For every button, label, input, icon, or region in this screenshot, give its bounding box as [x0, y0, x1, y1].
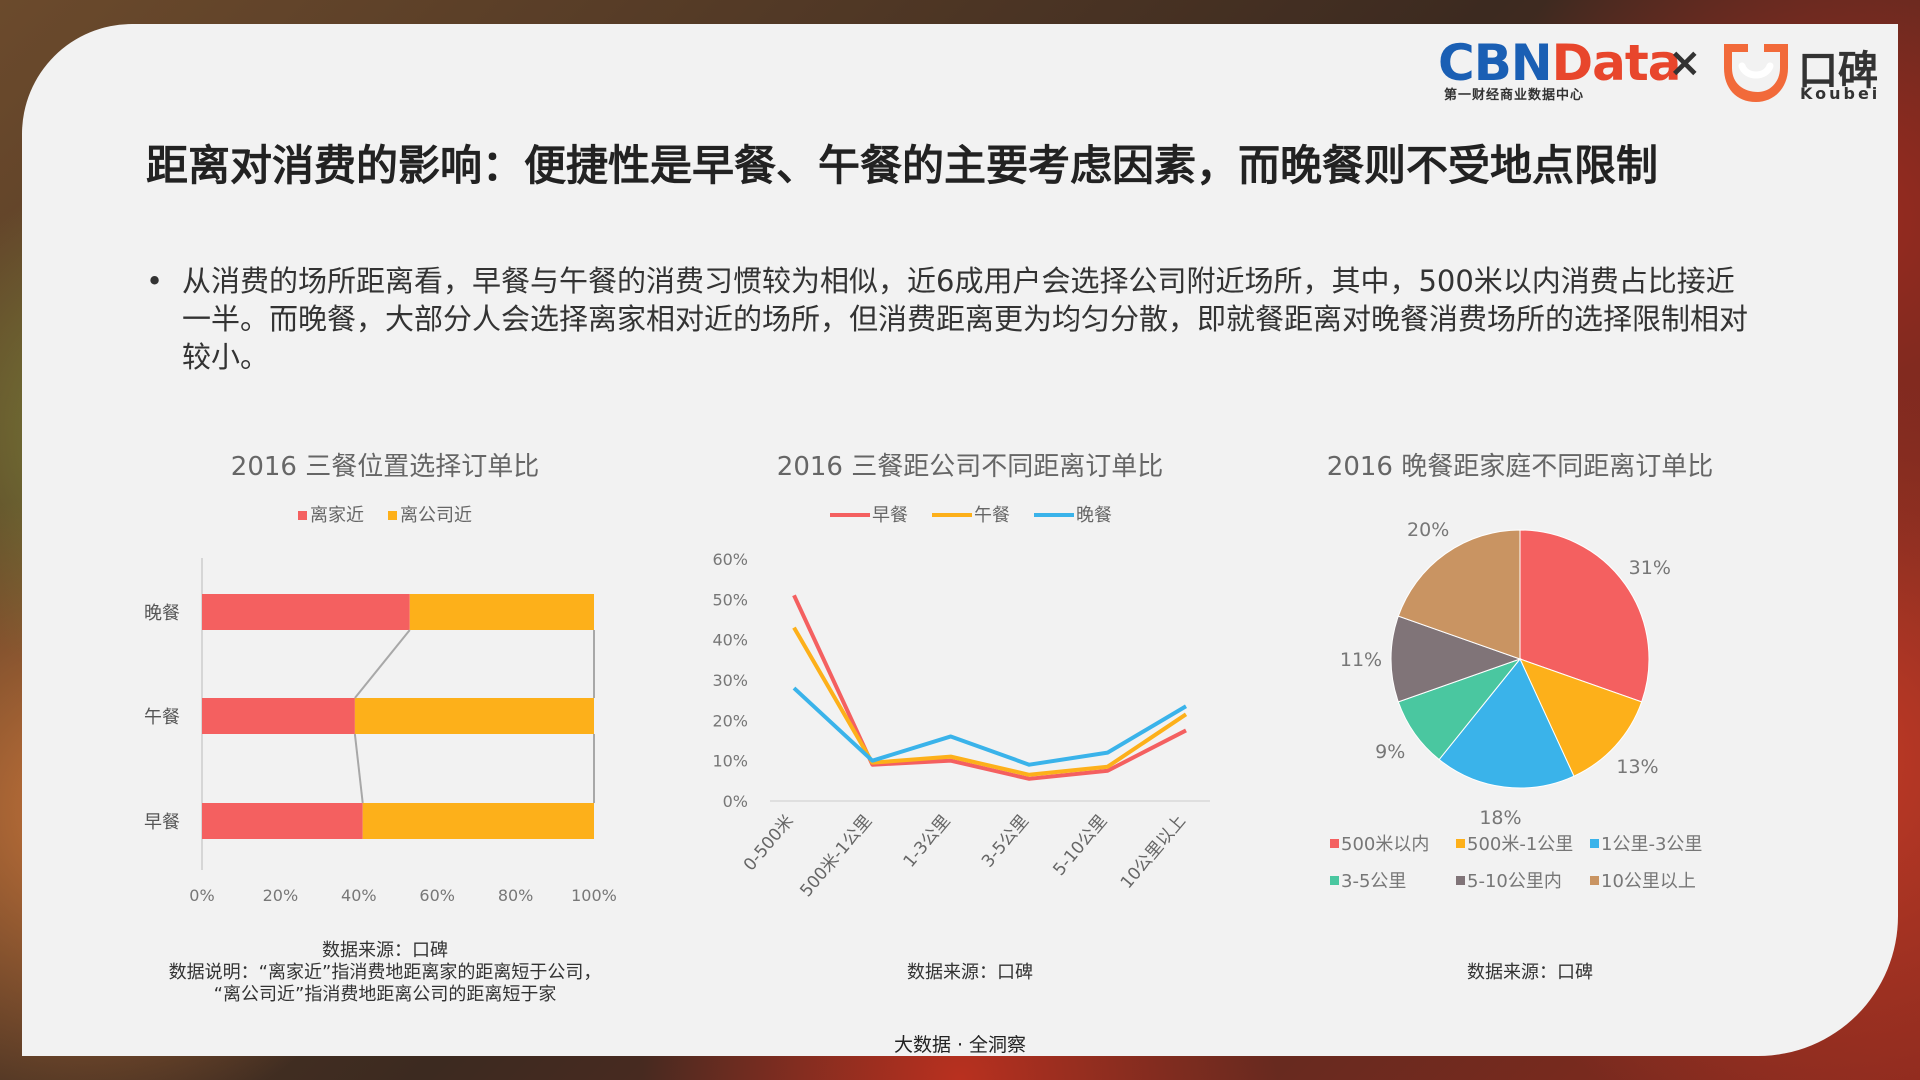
- bullet-text: 从消费的场所距离看，早餐与午餐的消费习惯较为相似，近6成用户会选择公司附近场所，…: [182, 264, 1749, 374]
- x-tick-label: 0-500米: [740, 811, 798, 875]
- legend-label: 1公里-3公里: [1601, 834, 1702, 855]
- cbndata-logo: CBNData: [1438, 34, 1682, 92]
- legend-swatch: [1456, 839, 1465, 848]
- bar-segment: [202, 594, 410, 630]
- cbn-logo-text: CBN: [1438, 34, 1553, 92]
- chart2-title: 2016 三餐距公司不同距离订单比: [776, 452, 1164, 482]
- chart3-pie-chart: 31% 13% 18% 9% 11% 20% 500米以内 500米-1公里 1公里-3公里 3-…: [1330, 519, 1702, 892]
- bar-segment: [202, 698, 355, 734]
- legend-label: 早餐: [872, 505, 908, 526]
- bullet-dot: •: [146, 264, 164, 298]
- series-line: [792, 686, 1188, 767]
- cbndata-subtitle: 第一财经商业数据中心: [1444, 88, 1585, 103]
- legend-swatch: [1330, 839, 1339, 848]
- bar-segment: [362, 803, 594, 839]
- x-tick-label: 40%: [341, 886, 377, 905]
- slice-label: 9%: [1375, 741, 1405, 763]
- chart1-note-line2: “离公司近”指消费地距离公司的距离短于家: [213, 984, 557, 1005]
- slice-label: 31%: [1629, 557, 1671, 579]
- pie-slice: [1390, 615, 1522, 703]
- times-separator: ×: [1668, 40, 1702, 86]
- chart1-source-line1: 数据来源：口碑: [322, 940, 448, 961]
- bar-segment: [202, 803, 363, 839]
- page-title: 距离对消费的影响：便捷性是早餐、午餐的主要考虑因素，而晚餐则不受地点限制: [146, 141, 1659, 190]
- koubei-cn-text: 口碑: [1798, 48, 1878, 94]
- x-tick-label: 20%: [263, 886, 299, 905]
- legend-swatch: [298, 511, 307, 520]
- legend-swatch: [388, 511, 397, 520]
- y-tick-label: 10%: [712, 752, 748, 771]
- chart2-source: 数据来源：口碑: [907, 962, 1033, 983]
- pie-slice: [1519, 658, 1643, 777]
- series-line: [792, 626, 1188, 777]
- y-tick-label: 30%: [712, 671, 748, 690]
- category-label: 晚餐: [144, 603, 180, 624]
- x-tick-label: 500米-1公里: [796, 811, 876, 901]
- x-tick-label: 5-10公里: [1049, 811, 1111, 879]
- slice-label: 18%: [1479, 807, 1521, 829]
- legend-label: 3-5公里: [1341, 871, 1406, 892]
- legend-label: 5-10公里内: [1467, 871, 1562, 892]
- pie-slice: [1397, 529, 1521, 660]
- x-tick-label: 100%: [571, 886, 617, 905]
- x-tick-label: 80%: [498, 886, 534, 905]
- koubei-logo-icon: [1724, 44, 1788, 102]
- y-tick-label: 60%: [712, 550, 748, 569]
- pie-slice: [1519, 529, 1650, 703]
- legend-label: 10公里以上: [1601, 871, 1696, 892]
- legend-swatch: [1590, 876, 1599, 885]
- legend-label: 午餐: [974, 505, 1010, 526]
- chart1-source: 数据来源：口碑 数据说明：“离家近”指消费地距离家的距离短于公司， “离公司近”…: [130, 940, 640, 1006]
- bar-segment: [409, 594, 594, 630]
- x-tick-label: 3-5公里: [978, 811, 1033, 871]
- x-tick-label: 1-3公里: [900, 811, 955, 871]
- y-tick-label: 20%: [712, 711, 748, 730]
- y-tick-label: 0%: [723, 792, 748, 811]
- legend-label: 离家近: [310, 505, 364, 526]
- legend-label: 500米-1公里: [1467, 834, 1573, 855]
- slice-label: 13%: [1616, 756, 1658, 778]
- chart3-source: 数据来源：口碑: [1467, 962, 1593, 983]
- legend-swatch: [1590, 839, 1599, 848]
- pie-slice: [1438, 658, 1575, 789]
- category-label: 早餐: [144, 812, 180, 833]
- x-tick-label: 0%: [189, 886, 214, 905]
- chart3-title: 2016 晚餐距家庭不同距离订单比: [1326, 452, 1714, 482]
- legend-label: 离公司近: [400, 505, 472, 526]
- footer-slogan: 大数据 · 全洞察: [893, 1034, 1027, 1056]
- koubei-en-text: Koubei: [1800, 84, 1881, 103]
- y-tick-label: 50%: [712, 590, 748, 609]
- chart1-title: 2016 三餐位置选择订单比: [230, 452, 540, 482]
- chart1-note-line1: 数据说明：“离家近”指消费地距离家的距离短于公司，: [168, 962, 602, 983]
- x-tick-label: 60%: [419, 886, 455, 905]
- legend-swatch: [1330, 876, 1339, 885]
- chart2-line-chart: 早餐 午餐 晚餐 60% 50% 40% 30% 20% 10% 0%0-500米500米-1公里…: [712, 505, 1210, 901]
- content-card: [22, 24, 1898, 1056]
- slice-label: 11%: [1340, 649, 1382, 671]
- data-logo-text: Data: [1551, 34, 1682, 92]
- legend-swatch: [1456, 876, 1465, 885]
- series-line: [354, 629, 411, 699]
- legend-label: 晚餐: [1076, 505, 1112, 526]
- category-label: 午餐: [144, 707, 180, 728]
- y-tick-label: 40%: [712, 631, 748, 650]
- x-tick-label: 10公里以上: [1117, 811, 1190, 893]
- series-line: [353, 733, 364, 804]
- bar-segment: [354, 698, 594, 734]
- slice-label: 20%: [1407, 519, 1449, 541]
- legend-label: 500米以内: [1341, 834, 1429, 855]
